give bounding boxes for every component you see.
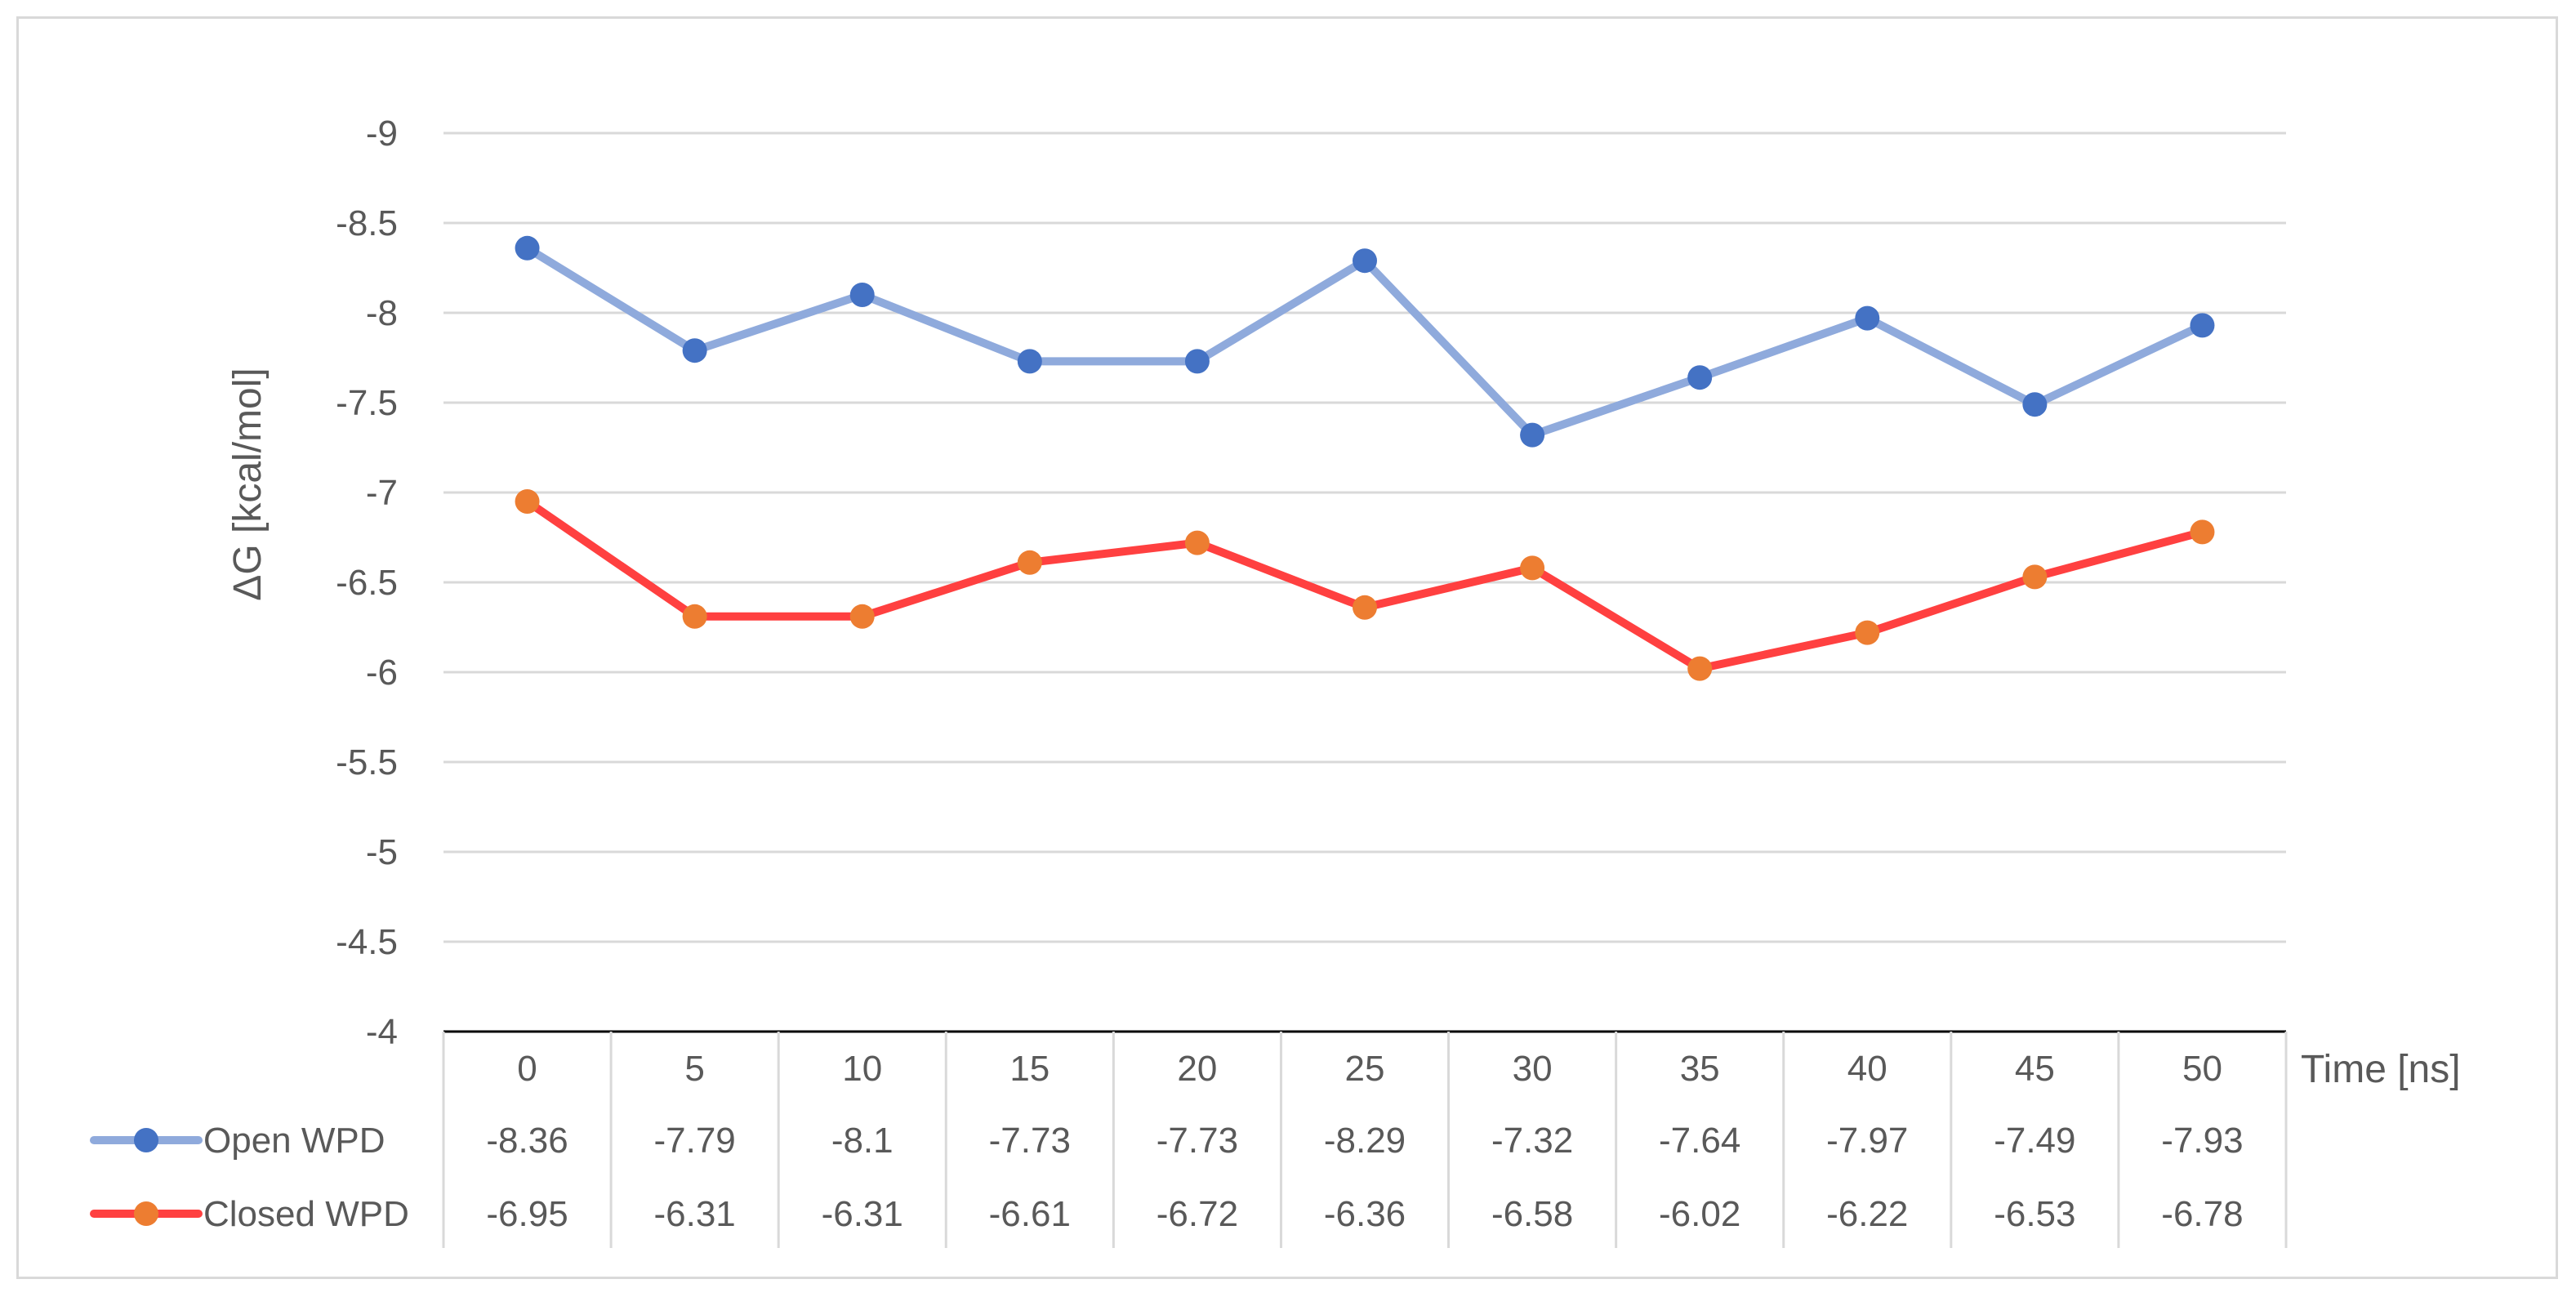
- x-tick-label: 30: [1513, 1049, 1553, 1089]
- data-point: [2190, 519, 2215, 545]
- data-point: [1017, 550, 1042, 575]
- table-value-cell: -6.53: [1994, 1194, 2075, 1234]
- table-value-cell: -6.78: [2161, 1194, 2243, 1234]
- data-point: [849, 283, 875, 307]
- table-value-cell: -6.02: [1659, 1194, 1740, 1234]
- table-value-cell: -6.58: [1491, 1194, 1573, 1234]
- table-value-cell: -7.73: [989, 1121, 1071, 1161]
- x-tick-label: 20: [1177, 1049, 1217, 1089]
- legend-label: Open WPD: [203, 1121, 386, 1161]
- table-value-cell: -6.36: [1324, 1194, 1406, 1234]
- series-1: [515, 489, 2215, 681]
- y-tick-label: -4.5: [336, 922, 398, 962]
- data-point: [1687, 365, 1713, 390]
- table-value-cell: -6.61: [989, 1194, 1071, 1234]
- table-value-cell: -8.36: [486, 1121, 568, 1161]
- y-tick-label: -7.5: [336, 383, 398, 423]
- table-value-cell: -7.32: [1491, 1121, 1573, 1161]
- data-point: [1520, 555, 1545, 581]
- data-point: [515, 235, 540, 261]
- series-0: [515, 235, 2215, 448]
- data-point: [1184, 530, 1210, 555]
- table-value-cell: -7.93: [2161, 1121, 2243, 1161]
- table-value-cell: -7.79: [653, 1121, 735, 1161]
- table-value-cell: -7.49: [1994, 1121, 2075, 1161]
- y-tick-label: -6.5: [336, 563, 398, 603]
- table-value-cell: -7.64: [1659, 1121, 1740, 1161]
- table-value-cell: -6.72: [1157, 1194, 1238, 1234]
- x-tick-label: 40: [1847, 1049, 1887, 1089]
- x-tick-label: 35: [1680, 1049, 1720, 1089]
- data-point: [1687, 656, 1713, 681]
- data-point: [515, 489, 540, 514]
- table-value-cell: -6.31: [822, 1194, 903, 1234]
- data-point: [1184, 349, 1210, 374]
- legend-marker-key: [134, 1201, 158, 1226]
- series-line: [523, 243, 2207, 439]
- data-point: [682, 604, 707, 629]
- data-point: [1353, 248, 1377, 274]
- data-point: [2022, 564, 2048, 590]
- y-tick-label: -8.5: [336, 203, 398, 243]
- table-value-cell: -6.31: [653, 1194, 735, 1234]
- legend-label: Closed WPD: [203, 1194, 409, 1234]
- y-tick-label: -7: [366, 473, 398, 513]
- x-tick-label: 50: [2182, 1049, 2222, 1089]
- y-tick-label: -6: [366, 653, 398, 693]
- series-lines: [515, 235, 2215, 681]
- table-value-cell: -8.1: [831, 1121, 894, 1161]
- y-tick-label: -4: [366, 1012, 398, 1052]
- data-table: 0 5 10 15 20 25 30 35 40 45 50 Open WPD -8.36 -7.79 -8…: [90, 1032, 2288, 1248]
- table-value-cell: -7.73: [1157, 1121, 1238, 1161]
- y-tick-label: -8: [366, 293, 398, 333]
- x-axis-title: Time [ns]: [2301, 1048, 2461, 1091]
- table-value-cell: -6.22: [1826, 1194, 1908, 1234]
- x-tick-label: 15: [1009, 1049, 1050, 1089]
- x-tick-label: 25: [1345, 1049, 1385, 1089]
- data-point: [1520, 422, 1545, 448]
- x-tick-label: 10: [842, 1049, 882, 1089]
- line-chart: -9 -8.5 -8 -7.5 -7 -6.5 -6 -5.5 -5 -4.5 -4 0 5 10 15 2…: [90, 114, 2461, 1248]
- data-point: [1017, 349, 1042, 374]
- series-line: [523, 497, 2207, 673]
- x-tick-label: 0: [517, 1049, 537, 1089]
- data-point: [2190, 313, 2215, 338]
- gridlines: [443, 131, 2286, 1033]
- table-value-cell: -8.29: [1324, 1121, 1406, 1161]
- x-tick-label: 45: [2015, 1049, 2055, 1089]
- data-point: [1855, 305, 1880, 331]
- y-axis-title: ΔG [kcal/mol]: [226, 368, 270, 600]
- y-tick-label: -5: [366, 832, 398, 872]
- y-tick-labels: -9 -8.5 -8 -7.5 -7 -6.5 -6 -5.5 -5 -4.5 -4: [336, 114, 398, 1052]
- y-tick-label: -9: [366, 114, 398, 154]
- y-tick-label: -5.5: [336, 742, 398, 782]
- data-point: [1855, 620, 1880, 645]
- table-value-cell: -7.97: [1826, 1121, 1908, 1161]
- table-value-cell: -6.95: [486, 1194, 568, 1234]
- legend-marker-key: [134, 1128, 158, 1152]
- chart-frame: -9 -8.5 -8 -7.5 -7 -6.5 -6 -5.5 -5 -4.5 -4 0 5 10 15 2…: [16, 16, 2558, 1279]
- data-point: [849, 604, 875, 629]
- x-tick-label: 5: [684, 1049, 704, 1089]
- data-point: [1353, 595, 1377, 620]
- data-point: [682, 338, 707, 363]
- data-point: [2022, 392, 2048, 417]
